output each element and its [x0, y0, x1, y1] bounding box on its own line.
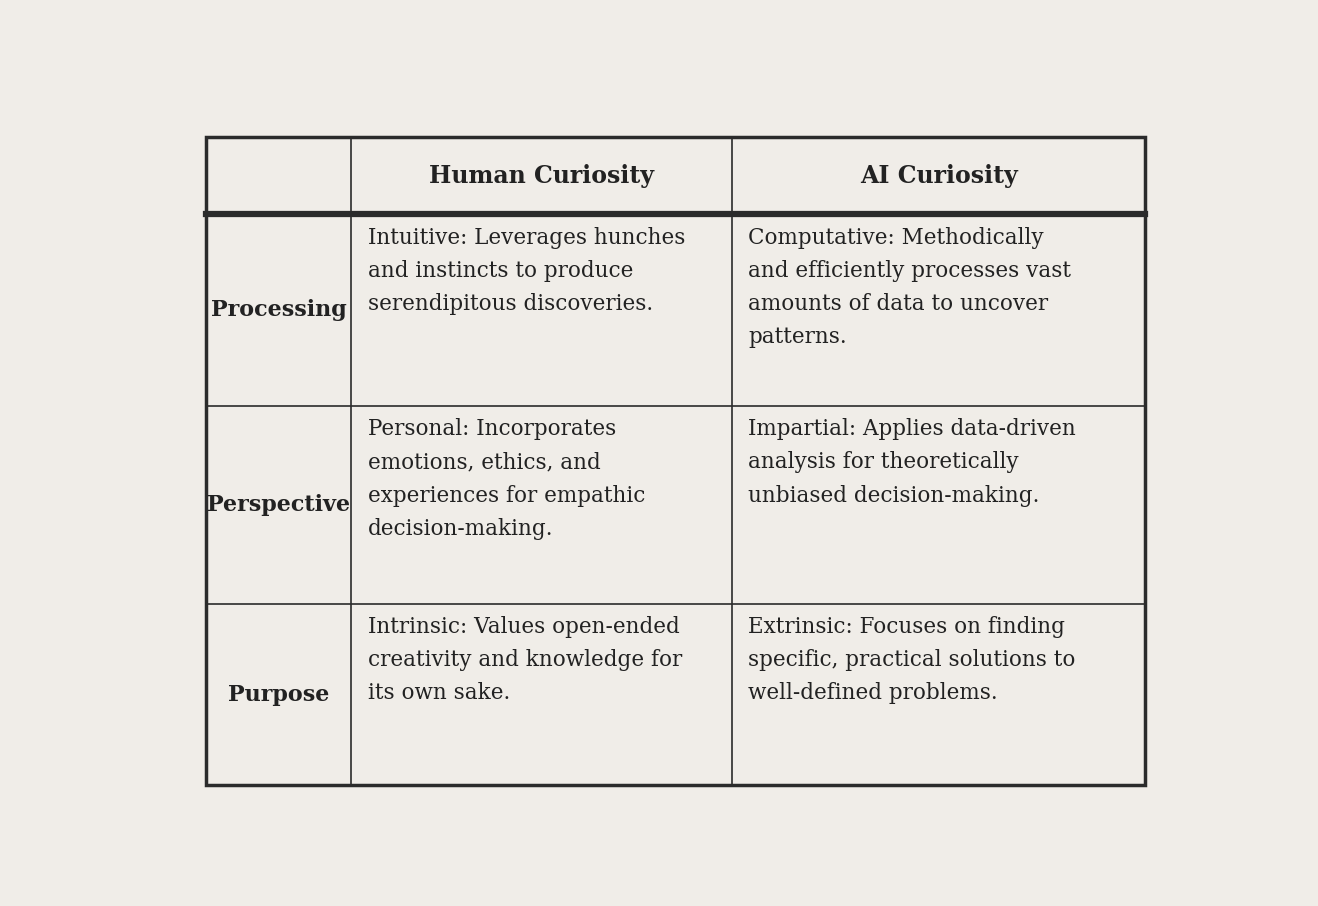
Text: Processing: Processing	[211, 299, 347, 321]
Text: Human Curiosity: Human Curiosity	[430, 164, 654, 188]
Text: Impartial: Applies data-driven
analysis for theoretically
unbiased decision-maki: Impartial: Applies data-driven analysis …	[749, 419, 1075, 506]
Text: Perspective: Perspective	[207, 494, 351, 516]
Text: Extrinsic: Focuses on finding
specific, practical solutions to
well-defined prob: Extrinsic: Focuses on finding specific, …	[749, 616, 1075, 704]
Text: Purpose: Purpose	[228, 684, 330, 706]
Text: Personal: Incorporates
emotions, ethics, and
experiences for empathic
decision-m: Personal: Incorporates emotions, ethics,…	[368, 419, 645, 540]
Text: Computative: Methodically
and efficiently processes vast
amounts of data to unco: Computative: Methodically and efficientl…	[749, 227, 1072, 348]
Text: Intrinsic: Values open-ended
creativity and knowledge for
its own sake.: Intrinsic: Values open-ended creativity …	[368, 616, 681, 704]
Text: Intuitive: Leverages hunches
and instincts to produce
serendipitous discoveries.: Intuitive: Leverages hunches and instinc…	[368, 227, 685, 315]
Text: AI Curiosity: AI Curiosity	[859, 164, 1017, 188]
